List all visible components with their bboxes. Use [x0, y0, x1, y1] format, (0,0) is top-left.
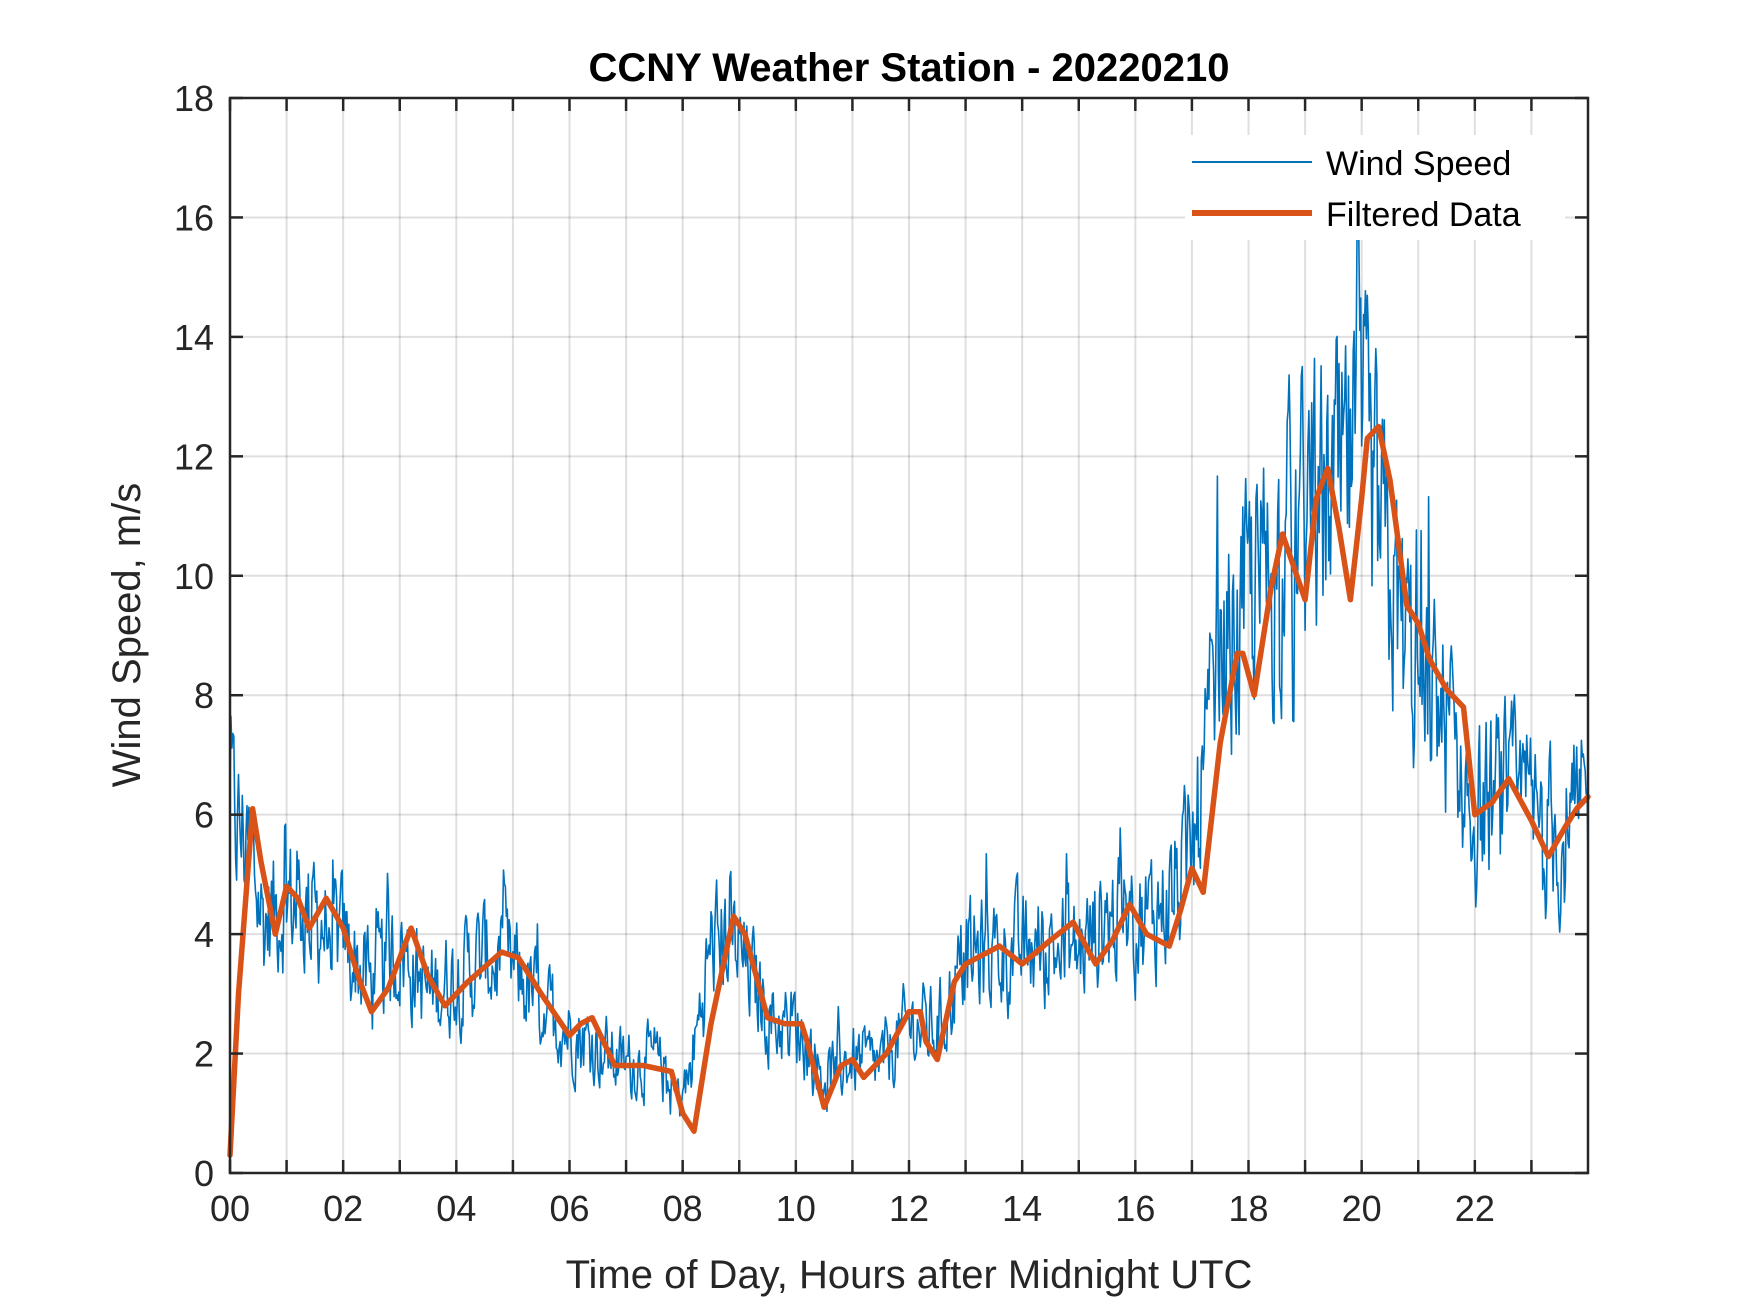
y-tick-label: 8: [194, 675, 214, 716]
x-tick-label: 08: [663, 1188, 703, 1229]
y-tick-label: 0: [194, 1153, 214, 1194]
x-tick-label: 22: [1455, 1188, 1495, 1229]
x-tick-label: 14: [1002, 1188, 1042, 1229]
series-lines: [227, 232, 1591, 1158]
x-tick-label: 18: [1228, 1188, 1268, 1229]
y-tick-label: 2: [194, 1034, 214, 1075]
x-tick-label: 16: [1115, 1188, 1155, 1229]
y-tick-label: 16: [174, 197, 214, 238]
axis-ticks: [228, 96, 1588, 1175]
y-tick-label: 12: [174, 436, 214, 477]
x-tick-label: 00: [210, 1188, 250, 1229]
y-tick-label: 6: [194, 795, 214, 836]
x-tick-label: 02: [323, 1188, 363, 1229]
series-filtered-data-line: [227, 423, 1591, 1158]
x-tick-label: 10: [776, 1188, 816, 1229]
y-tick-label: 14: [174, 317, 214, 358]
x-tick-label: 20: [1342, 1188, 1382, 1229]
legend-background: [1185, 135, 1565, 240]
y-tick-label: 18: [174, 78, 214, 119]
legend: Wind Speed Filtered Data: [1185, 135, 1565, 240]
grid-lines: [230, 98, 1588, 1173]
legend-entry-wind-speed: Wind Speed: [1326, 145, 1511, 183]
y-axis-label: Wind Speed, m/s: [105, 483, 149, 788]
x-tick-label: 12: [889, 1188, 929, 1229]
legend-entry-filtered-data: Filtered Data: [1326, 196, 1521, 234]
x-tick-label: 06: [549, 1188, 589, 1229]
chart-title: CCNY Weather Station - 20220210: [589, 46, 1230, 90]
x-tick-label: 04: [436, 1188, 476, 1229]
y-tick-label: 4: [194, 914, 214, 955]
y-tick-label: 10: [174, 556, 214, 597]
x-axis-label: Time of Day, Hours after Midnight UTC: [566, 1253, 1253, 1297]
